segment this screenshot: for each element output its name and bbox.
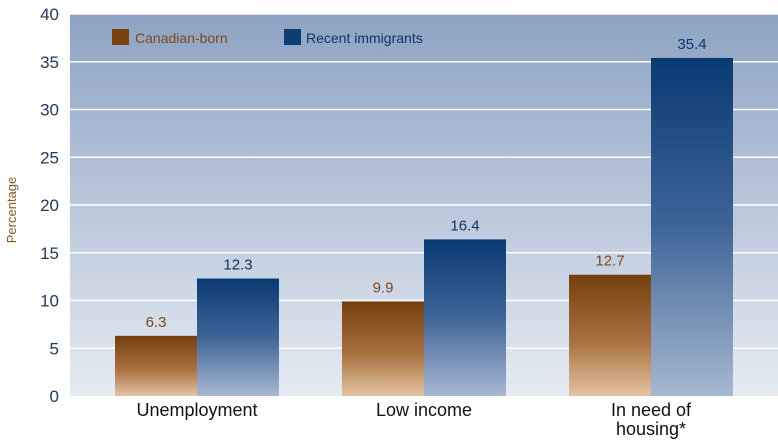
legend-swatch (284, 29, 301, 45)
legend-label: Recent immigrants (306, 30, 423, 46)
y-tick-label: 25 (40, 148, 59, 167)
data-label: 12.7 (595, 253, 624, 270)
data-label: 12.3 (223, 257, 252, 274)
bars (115, 57, 733, 397)
x-category-label: In need of housing* (611, 400, 692, 439)
legend: Canadian-born Recent immigrants (112, 29, 423, 46)
y-axis-ticks: 0 5 10 15 20 25 30 35 40 (40, 5, 59, 406)
bar-canadian-born (115, 335, 197, 396)
legend-swatch (112, 29, 129, 45)
bar-recent-immigrants (651, 57, 733, 397)
bar-recent-immigrants (197, 278, 279, 396)
y-tick-label: 35 (40, 53, 59, 72)
x-category-label-line: Low income (376, 400, 472, 420)
x-category-label: Unemployment (136, 400, 257, 420)
legend-label: Canadian-born (135, 30, 228, 46)
bar-recent-immigrants (424, 239, 506, 396)
x-category-label-line: housing* (616, 419, 686, 439)
y-axis-label: Percentage (4, 177, 19, 244)
x-category-label-line: In need of (611, 400, 692, 420)
y-tick-label: 15 (40, 244, 59, 263)
x-category-label: Low income (376, 400, 472, 420)
y-tick-label: 10 (40, 292, 59, 311)
x-category-label-line: Unemployment (136, 400, 257, 420)
y-tick-label: 20 (40, 196, 59, 215)
bar-canadian-born (569, 274, 651, 396)
data-label: 16.4 (450, 217, 479, 234)
bar-canadian-born (342, 301, 424, 396)
x-axis-categories: Unemployment Low income In need of housing* (136, 400, 692, 439)
data-label: 35.4 (677, 36, 706, 53)
y-tick-label: 5 (50, 339, 59, 358)
y-tick-label: 30 (40, 101, 59, 120)
data-label: 6.3 (146, 314, 167, 331)
y-tick-label: 0 (50, 387, 59, 406)
data-label: 9.9 (373, 279, 394, 296)
value-labels: 6.3 12.3 9.9 16.4 12.7 35.4 (146, 36, 707, 331)
y-tick-label: 40 (40, 5, 59, 24)
